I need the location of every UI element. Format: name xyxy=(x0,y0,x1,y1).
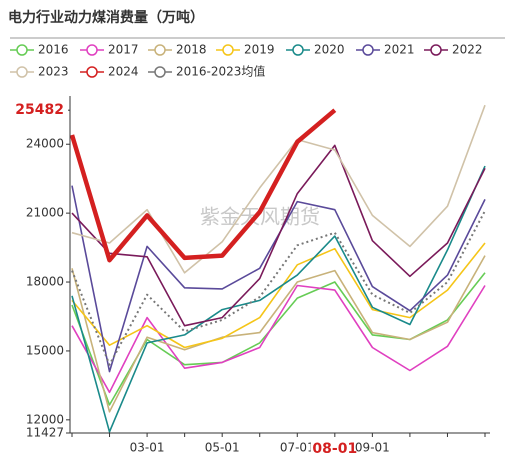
series-line xyxy=(71,255,486,413)
legend-marker xyxy=(16,66,28,78)
x-tick-label: 08-01 xyxy=(312,441,357,457)
y-tick-label: 24000 xyxy=(26,137,64,151)
legend-marker xyxy=(86,44,98,56)
legend-label: 2021 xyxy=(384,43,415,57)
legend-marker xyxy=(154,66,166,78)
legend-label: 2023 xyxy=(38,65,69,79)
y-tick-label: 18000 xyxy=(26,275,64,289)
legend-label: 2016 xyxy=(38,43,69,57)
legend-marker xyxy=(154,44,166,56)
legend-label: 2016-2023均值 xyxy=(176,64,265,79)
legend-label: 2020 xyxy=(314,43,345,57)
legend-label: 2018 xyxy=(176,43,207,57)
series-line xyxy=(69,108,337,263)
series-line xyxy=(71,144,486,327)
legend-marker xyxy=(222,44,234,56)
legend-marker xyxy=(292,44,304,56)
plot-lines xyxy=(69,104,486,433)
y-tick-label: 21000 xyxy=(26,206,64,220)
legend-marker xyxy=(362,44,374,56)
x-tick-label: 03-01 xyxy=(130,441,165,455)
legend-label: 2022 xyxy=(452,43,483,57)
series-line xyxy=(71,104,486,274)
legend-marker xyxy=(16,44,28,56)
legend-label: 2024 xyxy=(108,65,139,79)
legend-marker xyxy=(86,66,98,78)
y-tick-label: 12000 xyxy=(26,412,64,426)
y-tick-label: 15000 xyxy=(26,343,64,357)
x-tick-label: 05-01 xyxy=(205,441,240,455)
series-line xyxy=(71,165,486,433)
y-tick-label: 25482 xyxy=(15,102,64,118)
legend-label: 2019 xyxy=(244,43,275,57)
legend-label: 2017 xyxy=(108,43,139,57)
y-highlight-bg xyxy=(18,101,68,120)
legend-marker xyxy=(430,44,442,56)
x-tick-label: 09-01 xyxy=(355,441,390,455)
x-highlight-bg xyxy=(310,439,359,459)
series-line xyxy=(71,284,486,394)
x-tick-label: 07-01 xyxy=(280,441,315,455)
chart-title: 电力行业动力煤消费量（万吨） xyxy=(8,9,204,26)
y-tick-label: 11427 xyxy=(26,426,64,440)
